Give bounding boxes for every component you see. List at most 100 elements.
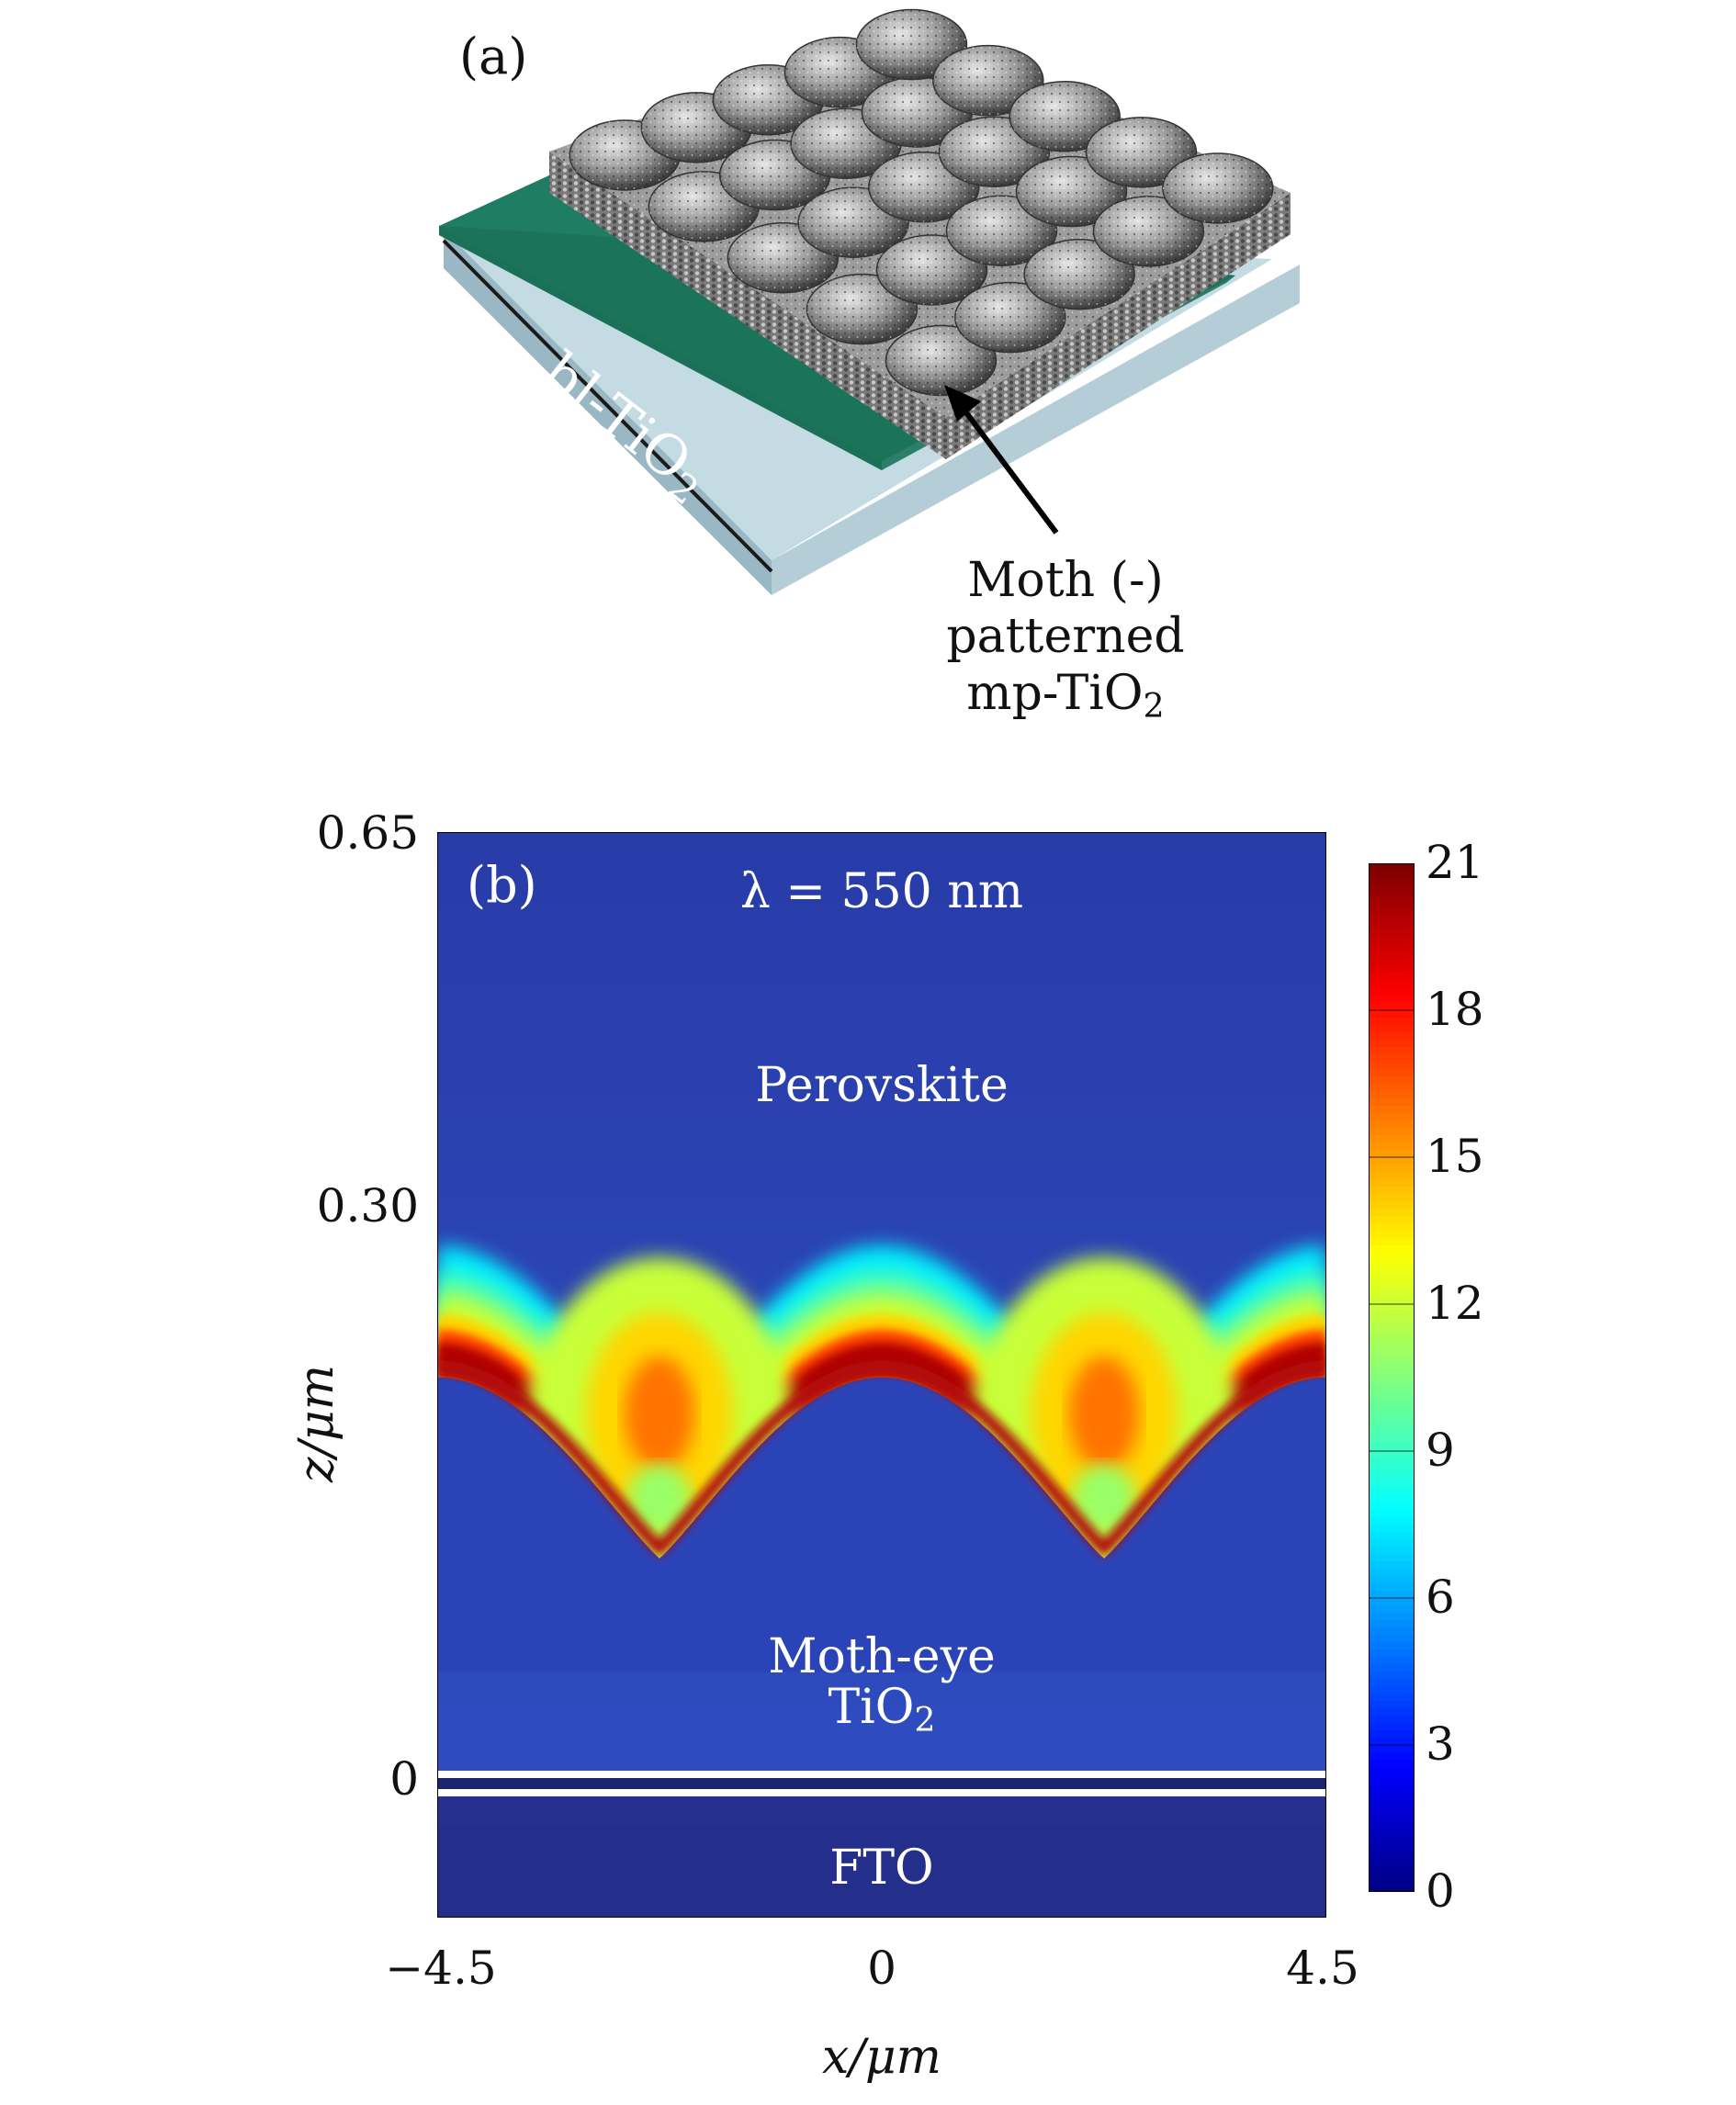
colorbar-step <box>1369 1686 1415 1694</box>
perovskite-label: Perovskite <box>755 1058 1009 1113</box>
colorbar-step <box>1369 1539 1415 1548</box>
colorbar-step <box>1369 1804 1415 1812</box>
colorbar-step <box>1369 1576 1415 1584</box>
colorbar-step <box>1369 1774 1415 1783</box>
colorbar-step <box>1369 1267 1415 1276</box>
colorbar-step <box>1369 1716 1415 1724</box>
colorbar-step <box>1369 1708 1415 1717</box>
dome-texture <box>1093 196 1204 266</box>
colorbar-step <box>1369 1150 1415 1158</box>
colorbar-step <box>1369 1245 1415 1254</box>
dome-texture <box>954 282 1065 353</box>
panel-a-label: (a) <box>459 28 528 85</box>
colorbar-step <box>1369 900 1415 908</box>
colorbar-step <box>1369 1855 1415 1863</box>
colorbar-step <box>1369 1444 1415 1452</box>
colorbar-step <box>1369 1598 1415 1606</box>
colorbar-step <box>1369 1782 1415 1790</box>
colorbar-step <box>1369 1422 1415 1430</box>
colorbar-step <box>1369 1414 1415 1423</box>
interface-rim <box>437 1360 1326 1558</box>
colorbar-step <box>1369 1334 1415 1342</box>
interface-line-1 <box>437 1771 1326 1778</box>
colorbar-step <box>1369 1620 1415 1628</box>
colorbar-step <box>1369 1289 1415 1298</box>
colorbar-step <box>1369 929 1415 938</box>
colorbar-step <box>1369 1532 1415 1540</box>
colorbar-step <box>1369 1400 1415 1408</box>
colorbar-step <box>1369 1098 1415 1107</box>
colorbar-step <box>1369 1113 1415 1121</box>
colorbar-step <box>1369 1796 1415 1805</box>
colorbar-step <box>1369 1025 1415 1033</box>
dome-texture <box>1162 152 1273 223</box>
colorbar-step <box>1369 1407 1415 1415</box>
colorbar-step <box>1369 871 1415 879</box>
colorbar-step <box>1369 1458 1415 1467</box>
colorbar-step <box>1369 1745 1415 1753</box>
colorbar-step <box>1369 1275 1415 1283</box>
colorbar-step <box>1369 1392 1415 1401</box>
callout-arrow <box>944 385 1059 535</box>
fto-region <box>437 1824 1326 1918</box>
moth-callout: Moth (-) patterned mp-TiO2 <box>946 553 1185 726</box>
colorbar-step <box>1369 1216 1415 1224</box>
colorbar-step <box>1369 907 1415 916</box>
colorbar-step <box>1369 1877 1415 1885</box>
colorbar-step <box>1369 1076 1415 1085</box>
colorbar-step <box>1369 1752 1415 1761</box>
mesoporous-left-face <box>549 152 946 459</box>
colorbar-step <box>1369 1510 1415 1518</box>
colorbar-step <box>1369 1326 1415 1334</box>
colorbar-step <box>1369 1649 1415 1658</box>
colorbar-step <box>1369 1818 1415 1827</box>
z-tick-065: 0.65 <box>316 806 419 860</box>
colorbar-step <box>1369 1561 1415 1570</box>
z-tick-0: 0 <box>389 1752 419 1806</box>
colorbar-step <box>1369 1363 1415 1371</box>
colorbar-step <box>1369 1378 1415 1386</box>
colorbar-step <box>1369 1767 1415 1775</box>
colorbar-step <box>1369 951 1415 960</box>
x-tick-zero: 0 <box>867 1942 896 1995</box>
colorbar-step <box>1369 1311 1415 1320</box>
colorbar-tick-label: 9 <box>1426 1424 1455 1477</box>
colorbar-step <box>1369 1084 1415 1092</box>
colorbar-step <box>1369 1003 1415 1011</box>
colorbar-step <box>1369 1833 1415 1841</box>
colorbar-step <box>1369 1613 1415 1621</box>
colorbar-step <box>1369 1723 1415 1731</box>
colorbar-step <box>1369 1209 1415 1217</box>
moth-eye-tio2-label: Moth-eye TiO2 <box>768 1629 996 1739</box>
colorbar-step <box>1369 944 1415 952</box>
colorbar-step <box>1369 885 1415 894</box>
panel-b-label: (b) <box>467 856 537 914</box>
colorbar-step <box>1369 878 1415 886</box>
colorbar-step <box>1369 974 1415 982</box>
colorbar-step <box>1369 988 1415 996</box>
colorbar-step <box>1369 1473 1415 1481</box>
colorbar-step <box>1369 1010 1415 1019</box>
colorbar-step <box>1369 1436 1415 1445</box>
colorbar-step <box>1369 1730 1415 1739</box>
dome-texture <box>1086 117 1197 187</box>
colorbar-step <box>1369 1569 1415 1577</box>
colorbar-tick-label: 0 <box>1426 1864 1455 1918</box>
colorbar-step <box>1369 1040 1415 1048</box>
z-tick-030: 0.30 <box>316 1179 419 1233</box>
colorbar-step <box>1369 966 1415 974</box>
colorbar-step <box>1369 959 1415 967</box>
colorbar-tick-label: 15 <box>1426 1130 1484 1183</box>
field-hotspot <box>1069 1356 1139 1471</box>
colorbar-tick-label: 18 <box>1426 983 1484 1036</box>
colorbar-step <box>1369 1348 1415 1356</box>
colorbar-step <box>1369 1738 1415 1746</box>
colorbar-step <box>1369 1664 1415 1672</box>
dome-texture <box>885 325 997 396</box>
colorbar-step <box>1369 1848 1415 1856</box>
colorbar-step <box>1369 1231 1415 1239</box>
colorbar-step <box>1369 1466 1415 1474</box>
colorbar-step <box>1369 1429 1415 1437</box>
colorbar-step <box>1369 1297 1415 1305</box>
colorbar-tick-label: 3 <box>1426 1717 1455 1771</box>
